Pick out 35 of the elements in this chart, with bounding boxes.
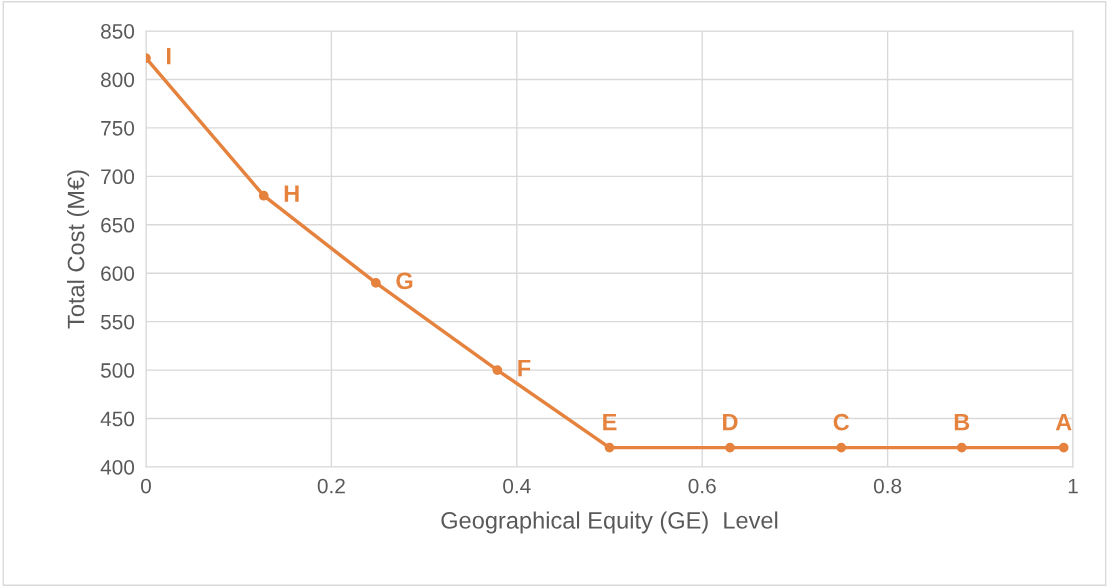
y-tick-label: 600: [101, 266, 135, 281]
point: [836, 442, 847, 453]
y-tick-label: 800: [101, 72, 135, 88]
x-tick-label: 0.6: [688, 478, 716, 494]
point: [492, 365, 503, 375]
y-tick-label: 500: [100, 363, 135, 378]
y-tick-label: 550: [100, 314, 135, 330]
annotation: I: [167, 47, 171, 65]
point: [956, 442, 967, 453]
point: [1058, 442, 1069, 453]
annotation: A: [1055, 413, 1072, 431]
y-tick-label: 850: [101, 24, 135, 39]
y-tick-label: 650: [101, 217, 135, 233]
annotation: H: [284, 185, 299, 202]
x-tick-label: 0.8: [873, 478, 902, 494]
y-tick-label: 700: [101, 169, 135, 185]
annotation: G: [396, 272, 413, 290]
annotation: E: [603, 413, 617, 431]
x-axis-title: Geographical Equity (GE) Level: [441, 511, 778, 534]
point: [604, 442, 615, 453]
point: [258, 190, 269, 201]
annotation: D: [723, 413, 738, 431]
point: [725, 442, 735, 453]
annotation: C: [833, 413, 850, 431]
y-tick-label: 400: [100, 460, 135, 475]
point: [371, 278, 381, 288]
y-tick-label: 450: [100, 411, 135, 427]
y-axis-title: Total Cost (M€): [67, 170, 90, 329]
x-tick-label: 0.2: [317, 478, 345, 494]
x-tick-label: 1: [1068, 478, 1078, 494]
x-tick-label: 0: [141, 478, 151, 494]
annotation: F: [518, 359, 531, 377]
y-tick-label: 750: [101, 120, 135, 136]
x-tick-label: 0.4: [503, 478, 531, 494]
annotation: B: [954, 413, 970, 431]
